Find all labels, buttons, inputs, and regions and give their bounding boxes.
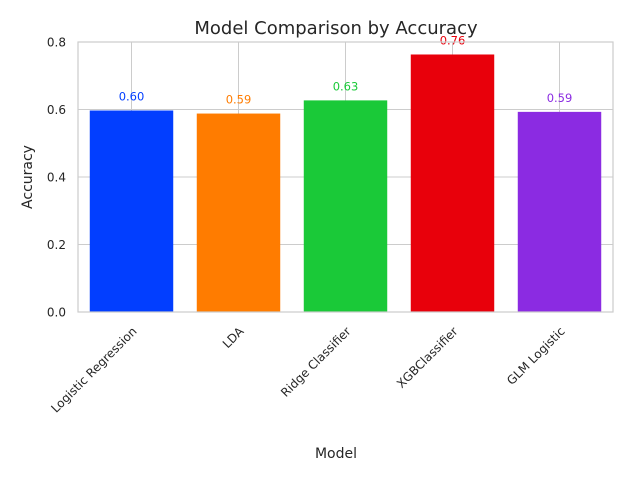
x-tick-label: Logistic Regression bbox=[48, 324, 139, 415]
value-labels: 0.60 0.59 0.63 0.76 0.59 bbox=[119, 33, 573, 106]
bars bbox=[89, 54, 602, 313]
chart-title: Model Comparison by Accuracy bbox=[194, 18, 478, 39]
bar bbox=[410, 54, 495, 313]
x-tick-labels: Logistic Regression LDA Ridge Classifier XG… bbox=[48, 324, 567, 416]
plot-frame bbox=[77, 41, 614, 313]
y-tick-label: 0.6 bbox=[47, 103, 66, 117]
bar-value-label: 0.59 bbox=[226, 93, 252, 107]
bar bbox=[303, 100, 388, 312]
bar-value-label: 0.60 bbox=[119, 90, 145, 104]
y-tick-label: 0.0 bbox=[47, 306, 66, 320]
x-tick-label: LDA bbox=[220, 324, 247, 351]
y-tick-label: 0.4 bbox=[47, 171, 66, 185]
bar bbox=[517, 111, 602, 312]
y-tick-label: 0.8 bbox=[47, 36, 66, 50]
bar bbox=[196, 113, 281, 312]
bar-value-label: 0.63 bbox=[333, 79, 359, 93]
y-tick-labels: 0.0 0.2 0.4 0.6 0.8 bbox=[47, 36, 66, 320]
bar-value-label: 0.76 bbox=[440, 33, 466, 47]
y-tick-label: 0.2 bbox=[47, 238, 66, 252]
x-axis-label: Model bbox=[315, 446, 357, 462]
bar bbox=[89, 110, 174, 312]
x-tick-label: Ridge Classifier bbox=[278, 324, 354, 400]
x-tick-label: GLM Logistic bbox=[504, 324, 568, 388]
x-tick-label: XGBClassifier bbox=[394, 324, 461, 391]
bar-value-label: 0.59 bbox=[547, 91, 573, 105]
y-axis-label: Accuracy bbox=[20, 145, 36, 209]
